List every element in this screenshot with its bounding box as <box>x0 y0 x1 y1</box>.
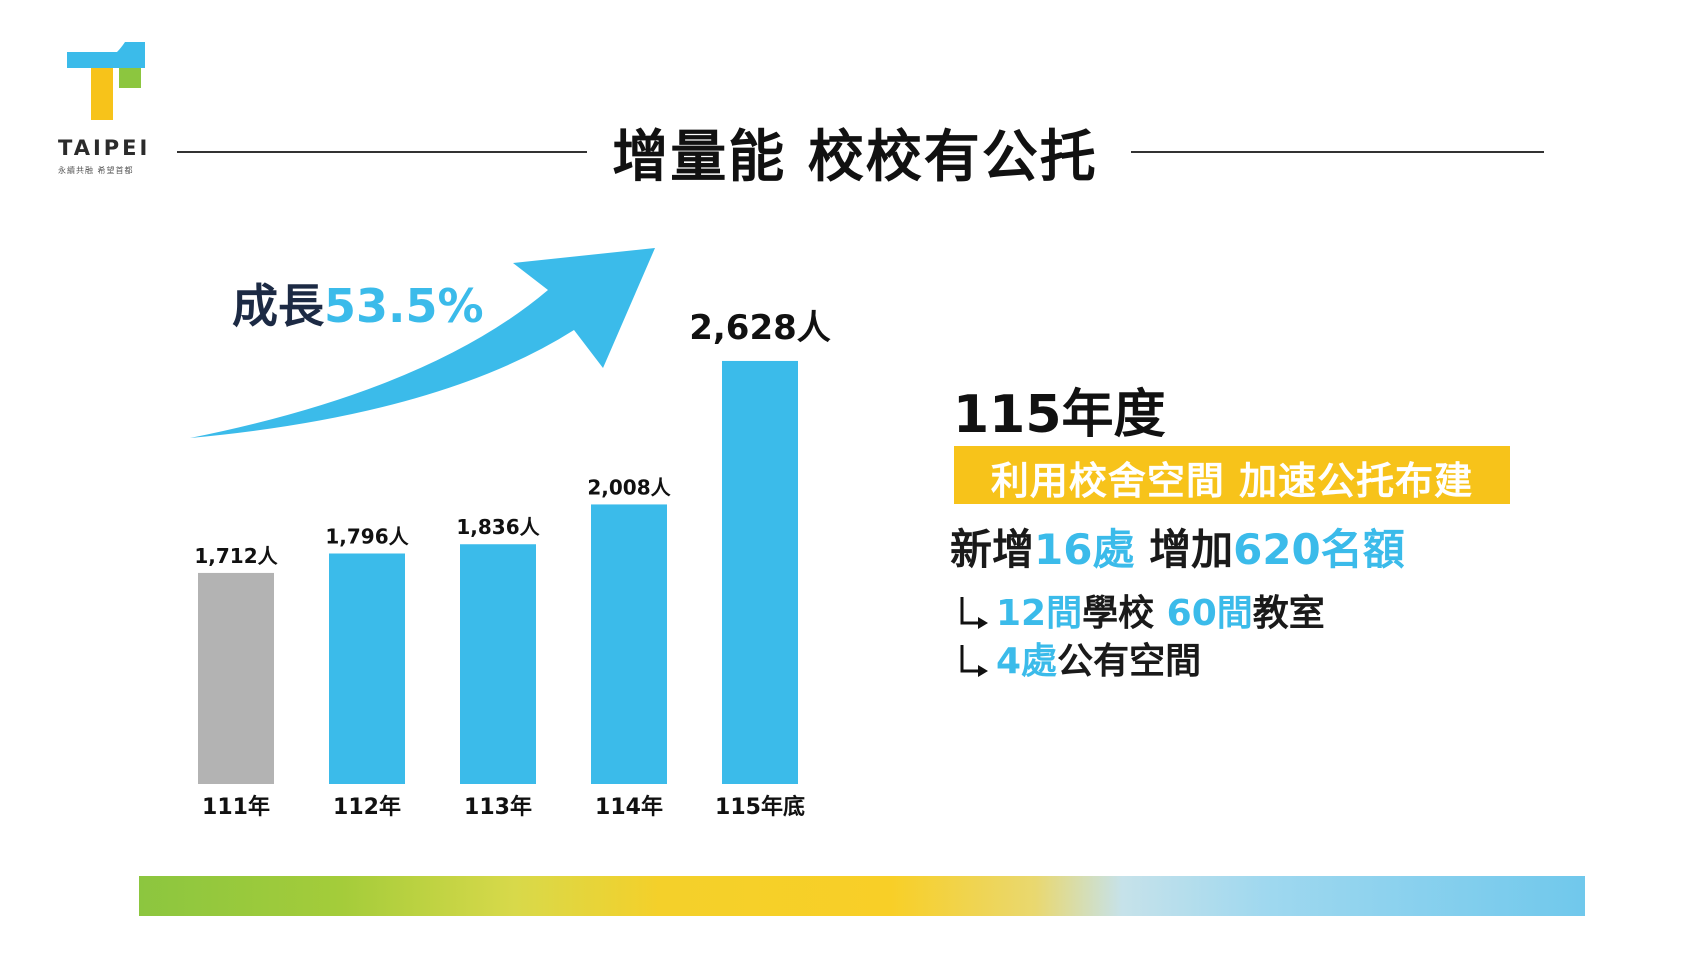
bar-5 <box>722 360 798 784</box>
logo-text: TAIPEI <box>58 136 151 160</box>
corner-arrow-icon <box>958 595 992 635</box>
sub1-part-4: 教室 <box>1252 593 1325 634</box>
summary-part-2: 16處 <box>1034 525 1135 574</box>
taipei-logo: TAIPEI 永續共融 希望首都 <box>58 38 158 178</box>
growth-value: 53.5% <box>324 279 484 333</box>
logo-tagline: 永續共融 希望首都 <box>58 166 134 175</box>
sub2-part-2: 公有空間 <box>1057 641 1202 682</box>
bar-value-label-5: 2,628人 <box>689 308 831 348</box>
page-title: 增量能 校校有公托 <box>612 125 1098 190</box>
header-rule-right <box>1131 151 1544 153</box>
sub1-part-3: 60間 <box>1166 593 1253 634</box>
summary-part-1: 新增 <box>950 525 1035 574</box>
header-rule-left <box>177 151 587 153</box>
summary-line: 新增16處 增加620名額 <box>950 516 1405 577</box>
bar-chart-svg: 1,712人 1,796人 1,836人 2,008人 2,628人 111年 112年 1… <box>190 248 831 820</box>
summary-part-4: 620名額 <box>1233 525 1405 574</box>
category-label-4: 114年 <box>595 794 663 820</box>
sub-item-public-space: 4處公有空間 <box>958 632 1201 684</box>
taipei-logo-mark <box>67 42 145 120</box>
bar-2 <box>329 553 405 784</box>
year-heading: 115年度 <box>953 385 1166 445</box>
highlight-banner: 利用校舍空間 加速公托布建 <box>954 446 1510 504</box>
category-label-2: 112年 <box>333 794 401 820</box>
growth-label: 成長 <box>232 279 324 333</box>
bar-value-label-3: 1,836人 <box>456 515 540 539</box>
bar-4 <box>591 504 667 784</box>
category-label-1: 111年 <box>202 794 270 820</box>
banner-text: 利用校舍空間 加速公托布建 <box>990 459 1474 503</box>
sub1-part-2: 學校 <box>1082 593 1167 634</box>
bar-value-label-4: 2,008人 <box>587 475 671 499</box>
sub-item-schools: 12間學校 60間教室 <box>958 584 1325 636</box>
bar-value-label-2: 1,796人 <box>325 524 409 548</box>
bar-3 <box>460 544 536 784</box>
sub2-part-1: 4處 <box>996 641 1058 682</box>
footer-gradient-bar <box>139 876 1585 916</box>
growth-arrow-icon <box>190 248 655 438</box>
category-label-3: 113年 <box>464 794 532 820</box>
bar-value-label-1: 1,712人 <box>194 544 278 568</box>
corner-arrow-icon <box>958 643 992 683</box>
sub1-part-1: 12間 <box>996 593 1083 634</box>
bar-1 <box>198 572 274 784</box>
summary-part-3: 增加 <box>1149 525 1234 574</box>
bar-chart: 1,712人 1,796人 1,836人 2,008人 2,628人 111年 112年 1… <box>0 200 900 840</box>
growth-annotation: 成長53.5% <box>232 270 484 336</box>
category-label-5: 115年底 <box>715 794 805 820</box>
